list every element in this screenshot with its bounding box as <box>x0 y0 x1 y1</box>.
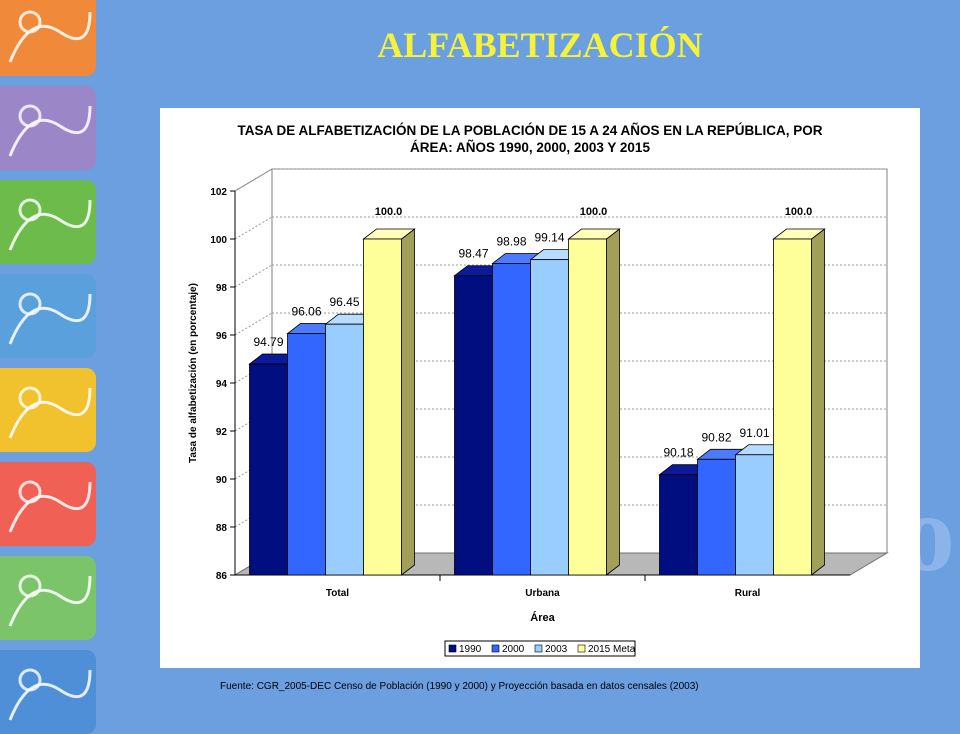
decorative-side-strip <box>0 0 110 734</box>
legend-swatch <box>577 644 586 653</box>
bar-side <box>401 228 415 576</box>
chart-title-line-1: TASA DE ALFABETIZACIÓN DE LA POBLACIÓN D… <box>237 123 823 138</box>
bar <box>287 333 326 576</box>
data-label: 98.47 <box>458 247 488 261</box>
y-tick-label: 100 <box>210 235 227 246</box>
x-tick-label: Total <box>326 588 349 599</box>
bar <box>492 263 531 576</box>
bar <box>454 275 493 576</box>
slide-title: ALFABETIZACIÓN <box>377 25 703 65</box>
chart-bars <box>248 228 826 576</box>
bar <box>735 454 774 576</box>
decorative-tile <box>0 86 96 170</box>
bar-side <box>606 228 620 576</box>
y-tick-label: 102 <box>210 187 227 198</box>
data-label: 91.01 <box>739 426 769 440</box>
chart-title-line-2: ÁREA: AÑOS 1990, 2000, 2003 Y 2015 <box>410 140 650 155</box>
decorative-tile <box>0 274 96 358</box>
legend-entry: 2000 <box>502 644 525 655</box>
bar <box>697 458 736 576</box>
data-label: 96.06 <box>291 305 321 319</box>
legend-entry: 2015 Meta <box>588 644 636 655</box>
bar-chart: 86 88 90 92 94 96 98 100 102 Tasa de alfabetizaci… <box>188 168 889 657</box>
data-label: 90.82 <box>701 430 731 444</box>
data-label: 100.0 <box>375 206 403 218</box>
gridline <box>234 312 273 336</box>
y-tick-label: 92 <box>216 427 228 438</box>
bar-side <box>811 228 825 576</box>
legend-swatch <box>491 644 500 653</box>
gridline <box>234 216 273 240</box>
y-tick-label: 94 <box>216 379 228 390</box>
y-tick-label: 88 <box>216 523 228 534</box>
decorative-tile <box>0 462 96 546</box>
x-axis-title: Área <box>530 611 555 624</box>
data-label: 100.0 <box>785 206 813 218</box>
legend-entry: 1990 <box>459 644 482 655</box>
x-tick-label: Urbana <box>525 588 560 599</box>
legend-swatch <box>448 644 457 653</box>
data-label: 96.45 <box>329 295 359 309</box>
y-tick-label: 86 <box>216 571 228 582</box>
data-label: 100.0 <box>580 206 608 218</box>
decorative-tile <box>0 0 96 76</box>
source-footnote: Fuente: CGR_2005-DEC Censo de Población … <box>220 681 699 692</box>
y-tick-label: 90 <box>216 475 228 486</box>
chart-title: TASA DE ALFABETIZACIÓN DE LA POBLACIÓN D… <box>230 122 830 156</box>
legend-swatch <box>534 644 543 653</box>
y-axis-title: Tasa de alfabetización (en porcentaje) <box>188 283 199 463</box>
data-label: 98.98 <box>496 234 526 248</box>
chart-legend: 1990 2000 2003 2015 Meta <box>444 640 636 657</box>
bar <box>773 238 812 576</box>
decorative-tile <box>0 650 96 734</box>
gridline <box>234 264 273 288</box>
data-label: 90.18 <box>663 446 693 460</box>
y-tick-label: 98 <box>216 283 228 294</box>
bar <box>363 238 402 576</box>
decorative-tile <box>0 368 96 452</box>
bar <box>568 238 607 576</box>
bar <box>325 323 364 576</box>
data-label: 99.14 <box>534 231 564 245</box>
decorative-tile <box>0 180 96 264</box>
bar <box>530 259 569 576</box>
y-tick-label: 96 <box>216 331 228 342</box>
chart-panel: TASA DE ALFABETIZACIÓN DE LA POBLACIÓN D… <box>160 108 920 668</box>
chart-labels: 94.79 96.06 96.45 100.0 98.47 98.98 99.14 100.0… <box>253 206 812 460</box>
x-tick-label: Rural <box>735 588 761 599</box>
bar <box>659 474 698 576</box>
legend-entry: 2003 <box>545 644 568 655</box>
bar <box>249 363 288 576</box>
data-label: 94.79 <box>253 335 283 349</box>
gridline <box>234 168 273 192</box>
decorative-tile <box>0 556 96 640</box>
